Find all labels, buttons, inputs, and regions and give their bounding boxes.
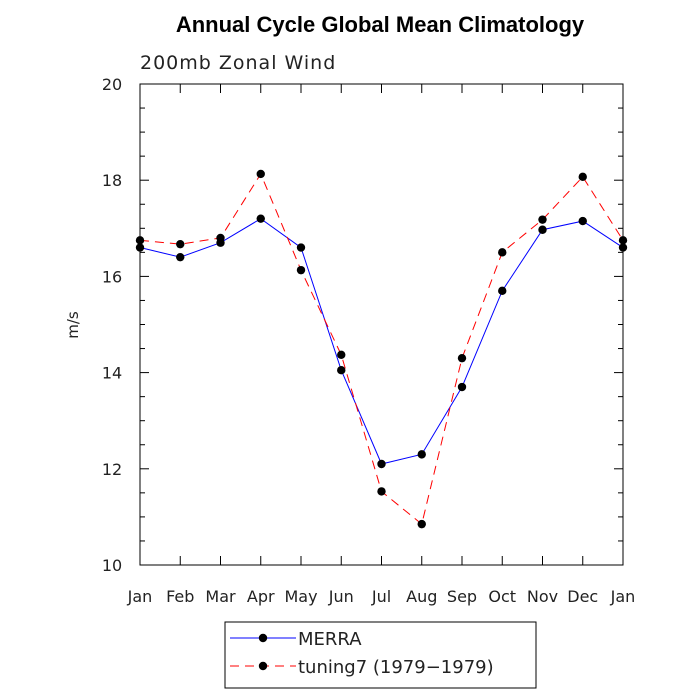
data-point-tuning7: [176, 239, 185, 249]
data-point-tuning7: [578, 172, 587, 182]
data-point-tuning7: [296, 265, 306, 275]
data-point-merra: [618, 243, 628, 252]
y-tick-label: 14: [102, 364, 122, 383]
y-tick-label: 12: [102, 460, 122, 479]
legend-marker-merra: [258, 633, 268, 643]
data-point-merra: [296, 243, 306, 252]
y-tick-label: 18: [102, 171, 122, 190]
x-tick-label: Jun: [328, 587, 354, 606]
x-tick-label: Oct: [488, 587, 516, 606]
data-point-tuning7: [618, 236, 628, 245]
x-tick-label: May: [284, 587, 317, 606]
data-point-tuning7: [417, 519, 426, 529]
x-tick-label: Jan: [127, 587, 153, 606]
x-tick-label: Jul: [371, 587, 391, 606]
x-tick-label: Aug: [406, 587, 437, 606]
data-point-tuning7: [498, 248, 507, 257]
legend-label-merra: MERRA: [298, 629, 362, 650]
legend-box: [224, 621, 537, 689]
data-point-merra: [176, 252, 185, 262]
x-tick-labels: Jan Feb Mar Apr May Jun Jul Aug Sep Oct Nov Dec Jan: [127, 587, 636, 606]
y-tick-label: 10: [102, 556, 122, 575]
x-tick-label: Dec: [567, 587, 598, 606]
y-tick-label: 20: [102, 75, 122, 94]
series-layer: [135, 169, 628, 529]
legend-marker-tuning7: [258, 661, 268, 671]
x-tick-label: Apr: [247, 587, 275, 606]
data-point-tuning7: [538, 215, 547, 224]
data-point-merra: [377, 459, 386, 469]
data-point-merra: [337, 365, 346, 375]
x-tick-label: Mar: [205, 587, 236, 606]
data-point-merra: [256, 214, 265, 223]
data-point-merra: [498, 286, 507, 296]
data-point-merra: [457, 382, 467, 392]
series-line-merra: [139, 218, 624, 465]
data-point-tuning7: [216, 233, 225, 243]
data-point-merra: [135, 243, 145, 252]
data-point-merra: [578, 216, 587, 226]
data-point-tuning7: [377, 487, 386, 496]
y-tick-label: 16: [102, 267, 122, 286]
chart-title: Annual Cycle Global Mean Climatology: [176, 12, 585, 37]
data-point-tuning7: [337, 350, 346, 360]
data-point-tuning7: [256, 169, 265, 179]
axis-ticks: [139, 83, 624, 566]
data-point-tuning7: [457, 353, 467, 363]
y-axis-label: m/s: [64, 311, 82, 339]
data-point-tuning7: [135, 236, 145, 245]
legend-label-tuning7: tuning7 (1979−1979): [298, 657, 494, 678]
x-tick-label: Jan: [610, 587, 636, 606]
chart-subtitle: 200mb Zonal Wind: [140, 52, 336, 74]
x-tick-label: Feb: [166, 587, 194, 606]
legend: MERRA tuning7 (1979−1979): [224, 621, 537, 689]
data-point-merra: [417, 450, 426, 459]
x-tick-label: Nov: [527, 587, 558, 606]
data-point-merra: [538, 225, 547, 234]
y-tick-labels: 10 12 14 16 18 20: [102, 75, 122, 575]
series-line-tuning7: [139, 172, 624, 526]
x-tick-label: Sep: [447, 587, 477, 606]
